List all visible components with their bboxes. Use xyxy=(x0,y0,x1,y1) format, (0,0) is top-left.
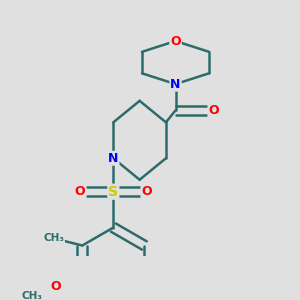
Text: N: N xyxy=(108,152,119,165)
Text: S: S xyxy=(108,185,118,199)
Text: CH₃: CH₃ xyxy=(22,291,43,300)
Text: O: O xyxy=(142,185,152,198)
Text: O: O xyxy=(208,104,219,117)
Text: O: O xyxy=(170,34,181,47)
Text: N: N xyxy=(170,78,181,91)
Text: CH₃: CH₃ xyxy=(43,233,64,243)
Text: O: O xyxy=(51,280,61,293)
Text: O: O xyxy=(74,185,85,198)
